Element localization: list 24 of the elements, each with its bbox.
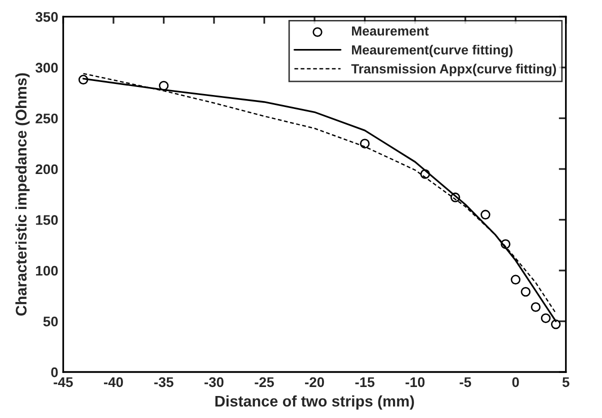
x-tick-label: -40 <box>104 377 123 388</box>
y-tick-label: 350 <box>35 12 58 22</box>
y-tick-label: 0 <box>51 367 58 378</box>
y-tick-label: 300 <box>35 62 58 73</box>
x-tick-label: -35 <box>154 377 174 388</box>
y-tick-label: 100 <box>36 266 58 276</box>
x-tick-label: 0 <box>512 377 519 388</box>
x-tick-label: -25 <box>254 377 274 388</box>
x-tick-label: -20 <box>305 377 324 388</box>
y-tick-label: 50 <box>43 316 58 326</box>
x-tick-label: -30 <box>204 377 224 388</box>
legend-label: Meaurement <box>352 26 429 36</box>
y-tick-label: 200 <box>36 164 58 174</box>
y-tick-label: 150 <box>36 215 58 225</box>
legend-label: Transmission Appx(curve fitting) <box>351 64 556 76</box>
y-tick-label: 250 <box>36 114 58 124</box>
x-tick-label: -45 <box>54 377 73 388</box>
x-tick-label: -15 <box>355 377 374 388</box>
legend-label: Meaurement(curve fitting) <box>352 44 513 58</box>
x-axis-title: Distance of two strips (mm) <box>215 395 414 410</box>
y-axis-title: Characteristic impedance (Ohms) <box>15 73 30 316</box>
x-tick-label: -10 <box>406 377 425 388</box>
x-tick-label: 5 <box>562 377 570 388</box>
x-tick-label: -5 <box>460 377 472 388</box>
